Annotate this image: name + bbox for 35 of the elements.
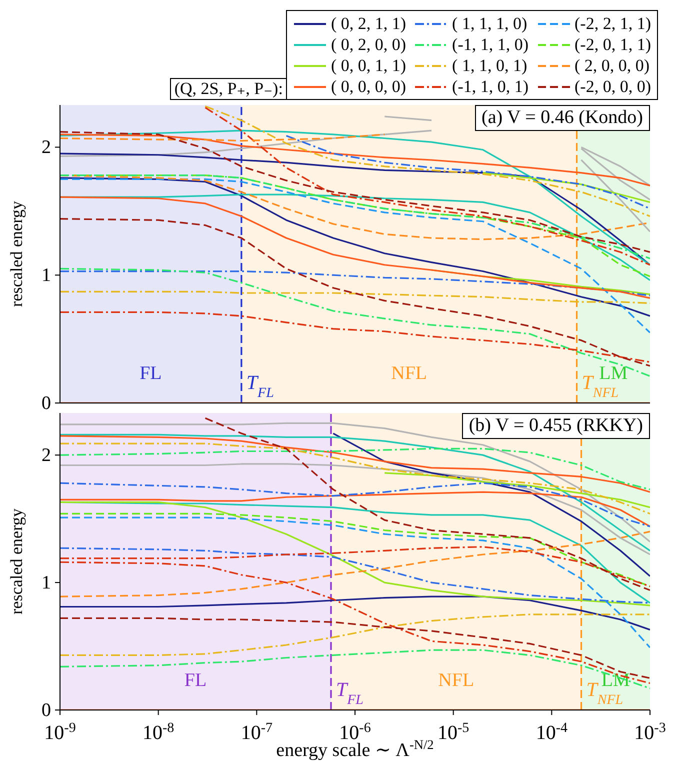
y-tick-label: 2: [42, 445, 51, 466]
x-tick-label: 10$^{-7}$: [240, 720, 273, 744]
legend-label: ( 1, 1, 1, 0): [452, 13, 528, 34]
band-label: FL: [140, 363, 162, 384]
x-tick-label: 10$^{-4}$: [536, 720, 568, 744]
legend-label: ( 2, 0, 0, 0): [574, 55, 650, 76]
band-label: NFL: [438, 670, 474, 691]
legend-label: ( 0, 0, 1, 1): [330, 55, 406, 76]
band-label: NFL: [391, 363, 428, 384]
legend-title: (Q, 2S, P₊, P₋):: [170, 78, 286, 100]
y-axis-title: rescaled energy: [7, 508, 26, 614]
y-tick-label: 2: [42, 137, 51, 158]
y-tick-label: 1: [42, 572, 51, 594]
legend-label: ( 1, 1, 0, 1): [452, 55, 528, 76]
x-tick-label: 10$^{-5}$: [437, 720, 470, 744]
legend-label: (-2, 0, 0, 0): [574, 76, 651, 97]
ref-line-label: T$_{FL}$: [246, 372, 274, 400]
ref-line-label: T$_{FL}$: [336, 679, 364, 708]
x-tick-label: 10$^{-8}$: [142, 720, 174, 744]
chart-title: (a) V = 0.46 (Kondo): [474, 105, 650, 131]
y-tick-label: 0: [42, 393, 51, 414]
x-tick-label: 10$^{-9}$: [44, 720, 76, 744]
legend-label: (-2, 0, 1, 1): [574, 34, 651, 55]
legend-label: ( 0, 2, 1, 1): [330, 13, 406, 34]
legend-label: ( 0, 0, 0, 0): [330, 76, 406, 97]
y-axis-title: rescaled energy: [7, 200, 26, 307]
legend-label: (-1, 1, 0, 1): [452, 76, 529, 97]
legend-label: (-1, 1, 1, 0): [452, 34, 529, 55]
y-tick-label: 1: [42, 265, 51, 286]
x-tick-label: 10$^{-3}$: [634, 720, 666, 744]
band-label: FL: [184, 670, 207, 691]
legend-label: ( 0, 2, 0, 0): [330, 34, 406, 55]
y-tick-label: 0: [42, 700, 51, 721]
legend-label: (-2, 2, 1, 1): [574, 13, 651, 34]
chart-title: (b) V = 0.455 (RKKY): [462, 413, 650, 439]
